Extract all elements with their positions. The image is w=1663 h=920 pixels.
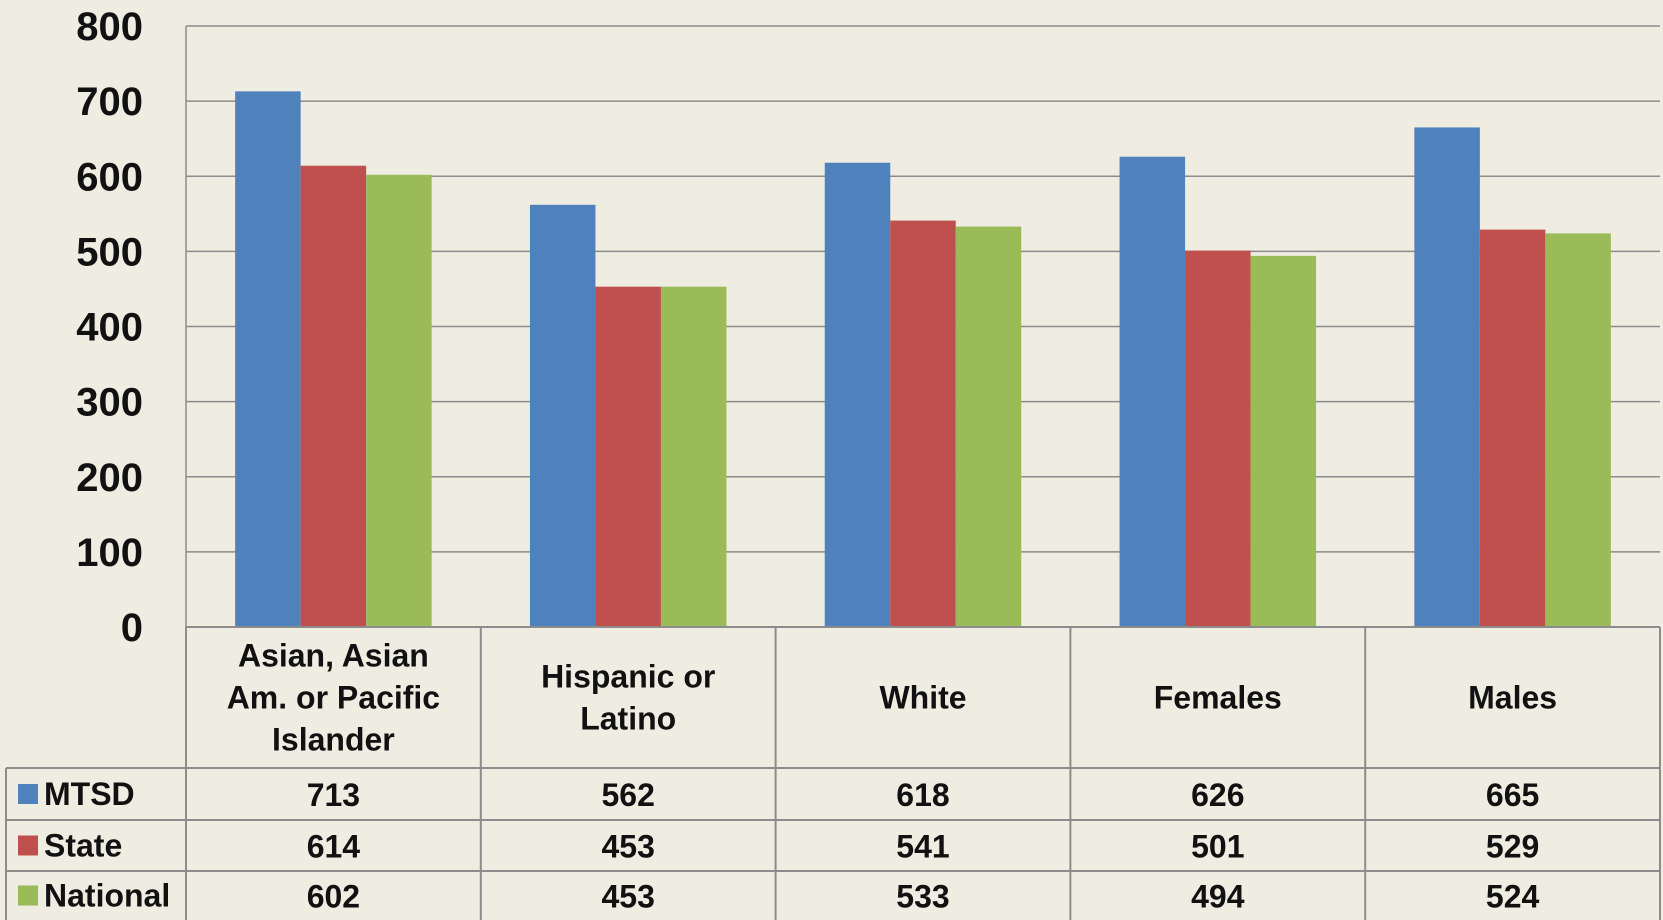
y-tick-label: 0 bbox=[121, 606, 143, 650]
category-label-line: Latino bbox=[580, 701, 676, 737]
category-label-line: Males bbox=[1468, 680, 1557, 716]
category-label-line: Females bbox=[1154, 680, 1282, 716]
table-cell-value: 453 bbox=[602, 829, 655, 865]
bar-state-0 bbox=[300, 165, 367, 628]
bar-national-0 bbox=[366, 174, 432, 627]
category-label-line: Asian, Asian bbox=[238, 638, 429, 674]
table-cell-value: 562 bbox=[602, 777, 655, 813]
legend-key-national bbox=[18, 885, 38, 906]
table-cell-value: 501 bbox=[1191, 829, 1244, 865]
category-label-line: Am. or Pacific bbox=[227, 680, 440, 716]
y-axis-ticks: 0 100 200 300 400 500 600 700 800 bbox=[76, 5, 143, 650]
category-label: White bbox=[879, 680, 966, 716]
y-tick-label: 600 bbox=[76, 155, 143, 199]
table-cell-value: 602 bbox=[307, 879, 360, 915]
category-label-line: Hispanic or bbox=[541, 659, 715, 695]
category-label: Females bbox=[1154, 680, 1282, 716]
table-cell-value: 665 bbox=[1486, 777, 1539, 813]
table-cell-value: 614 bbox=[307, 829, 361, 865]
y-tick-label: 800 bbox=[76, 5, 143, 49]
category-label: Males bbox=[1468, 680, 1557, 716]
bar-state-1 bbox=[595, 286, 661, 627]
table-cell-value: 524 bbox=[1486, 879, 1540, 915]
legend-key-state bbox=[18, 835, 38, 856]
bar-mtsd-0 bbox=[235, 91, 301, 627]
y-tick-label: 700 bbox=[76, 80, 143, 124]
bar-mtsd-4 bbox=[1414, 127, 1480, 627]
y-tick-label: 300 bbox=[76, 381, 143, 425]
bar-national-4 bbox=[1545, 233, 1611, 627]
table-cell-value: 533 bbox=[896, 879, 949, 915]
category-label-line: Islander bbox=[272, 722, 395, 758]
table-cell-value: 713 bbox=[307, 777, 360, 813]
category-label: Hispanic or Latino bbox=[541, 659, 715, 737]
table-cell-value: 453 bbox=[602, 879, 655, 915]
table-cell-value: 494 bbox=[1191, 879, 1245, 915]
bar-state-3 bbox=[1185, 250, 1251, 627]
legend-key-mtsd bbox=[18, 784, 38, 804]
y-tick-label: 500 bbox=[76, 230, 143, 274]
bar-mtsd-2 bbox=[824, 162, 891, 628]
table-cell-value: 618 bbox=[896, 777, 949, 813]
legend-label-state: State bbox=[44, 828, 122, 864]
bar-state-4 bbox=[1479, 229, 1546, 627]
legend-label-mtsd: MTSD bbox=[44, 776, 135, 812]
data-table: Asian, Asian Am. or Pacific Islander Hispan… bbox=[5, 626, 1661, 920]
bar-state-2 bbox=[890, 220, 956, 628]
bars bbox=[235, 91, 1611, 628]
y-tick-label: 200 bbox=[76, 456, 143, 500]
category-label: Asian, Asian Am. or Pacific Islander bbox=[227, 638, 440, 758]
bar-national-2 bbox=[955, 226, 1022, 628]
table-cell-value: 529 bbox=[1486, 829, 1539, 865]
y-tick-label: 400 bbox=[76, 306, 143, 350]
y-tick-label: 100 bbox=[76, 531, 143, 575]
bar-mtsd-3 bbox=[1119, 156, 1186, 627]
table-cell-value: 626 bbox=[1191, 777, 1244, 813]
table-cell-value: 541 bbox=[896, 829, 949, 865]
legend-label-national: National bbox=[44, 878, 170, 914]
category-label-line: White bbox=[879, 680, 966, 716]
bar-national-1 bbox=[660, 286, 727, 627]
bar-national-3 bbox=[1250, 255, 1317, 627]
bar-mtsd-1 bbox=[529, 204, 596, 628]
